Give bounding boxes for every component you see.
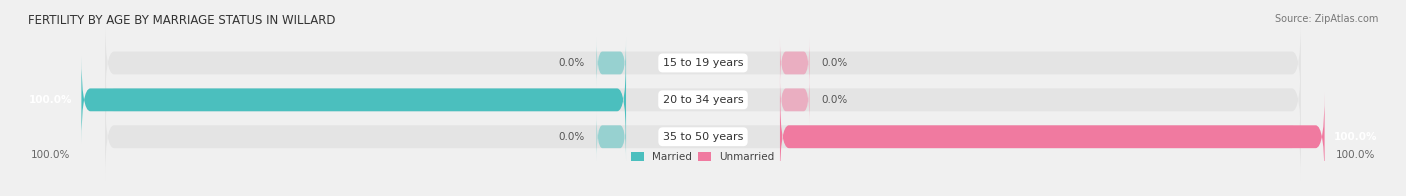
Text: 35 to 50 years: 35 to 50 years — [662, 132, 744, 142]
FancyBboxPatch shape — [105, 19, 1301, 107]
Legend: Married, Unmarried: Married, Unmarried — [631, 152, 775, 162]
FancyBboxPatch shape — [596, 37, 626, 88]
FancyBboxPatch shape — [105, 93, 1301, 181]
Text: FERTILITY BY AGE BY MARRIAGE STATUS IN WILLARD: FERTILITY BY AGE BY MARRIAGE STATUS IN W… — [28, 14, 336, 27]
FancyBboxPatch shape — [82, 56, 626, 144]
Text: 20 to 34 years: 20 to 34 years — [662, 95, 744, 105]
Text: 0.0%: 0.0% — [558, 132, 585, 142]
Text: 15 to 19 years: 15 to 19 years — [662, 58, 744, 68]
FancyBboxPatch shape — [780, 37, 810, 88]
Text: 0.0%: 0.0% — [821, 58, 848, 68]
Text: Source: ZipAtlas.com: Source: ZipAtlas.com — [1274, 14, 1378, 24]
Text: 100.0%: 100.0% — [1333, 132, 1376, 142]
FancyBboxPatch shape — [780, 93, 1324, 181]
FancyBboxPatch shape — [105, 56, 1301, 144]
Text: 100.0%: 100.0% — [1336, 150, 1375, 160]
Text: 0.0%: 0.0% — [821, 95, 848, 105]
FancyBboxPatch shape — [780, 74, 810, 125]
Text: 0.0%: 0.0% — [558, 58, 585, 68]
Text: 100.0%: 100.0% — [31, 150, 70, 160]
FancyBboxPatch shape — [596, 111, 626, 162]
Text: 100.0%: 100.0% — [30, 95, 73, 105]
